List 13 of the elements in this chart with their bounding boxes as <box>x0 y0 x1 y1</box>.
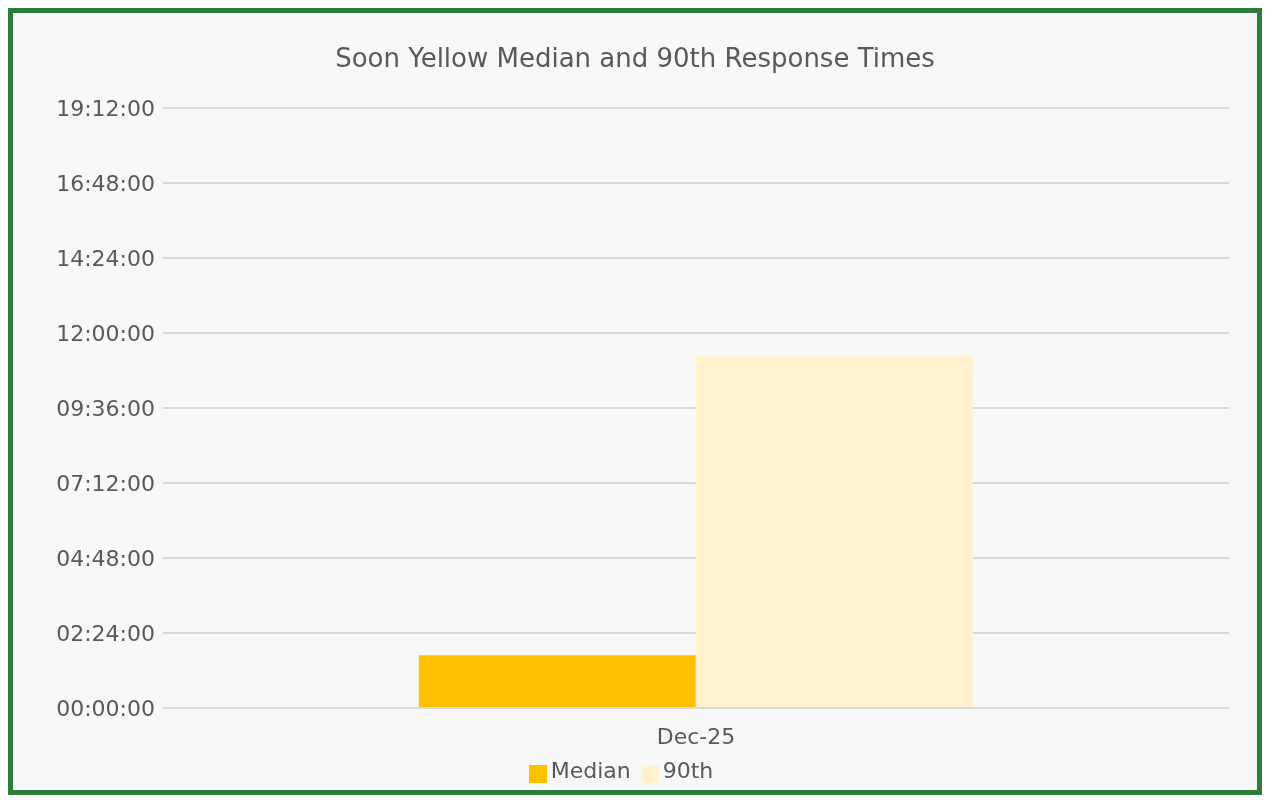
y-tick-label: 09:36:00 <box>56 395 155 421</box>
y-tick-label: 02:24:00 <box>56 620 155 646</box>
y-tick-label: 07:12:00 <box>56 470 155 496</box>
y-tick-label: 00:00:00 <box>56 695 155 721</box>
y-tick-label: 12:00:00 <box>56 320 155 346</box>
y-tick-label: 14:24:00 <box>56 245 155 271</box>
y-tick-label: 19:12:00 <box>56 95 155 121</box>
y-tick-label: 04:48:00 <box>56 545 155 571</box>
legend-label: 90th <box>662 758 714 783</box>
y-tick-label: 16:48:00 <box>56 170 155 196</box>
legend-label: Median <box>550 758 631 783</box>
chart-title: Soon Yellow Median and 90th Response Times <box>334 42 936 73</box>
x-tick-label: Dec-25 <box>656 723 736 749</box>
